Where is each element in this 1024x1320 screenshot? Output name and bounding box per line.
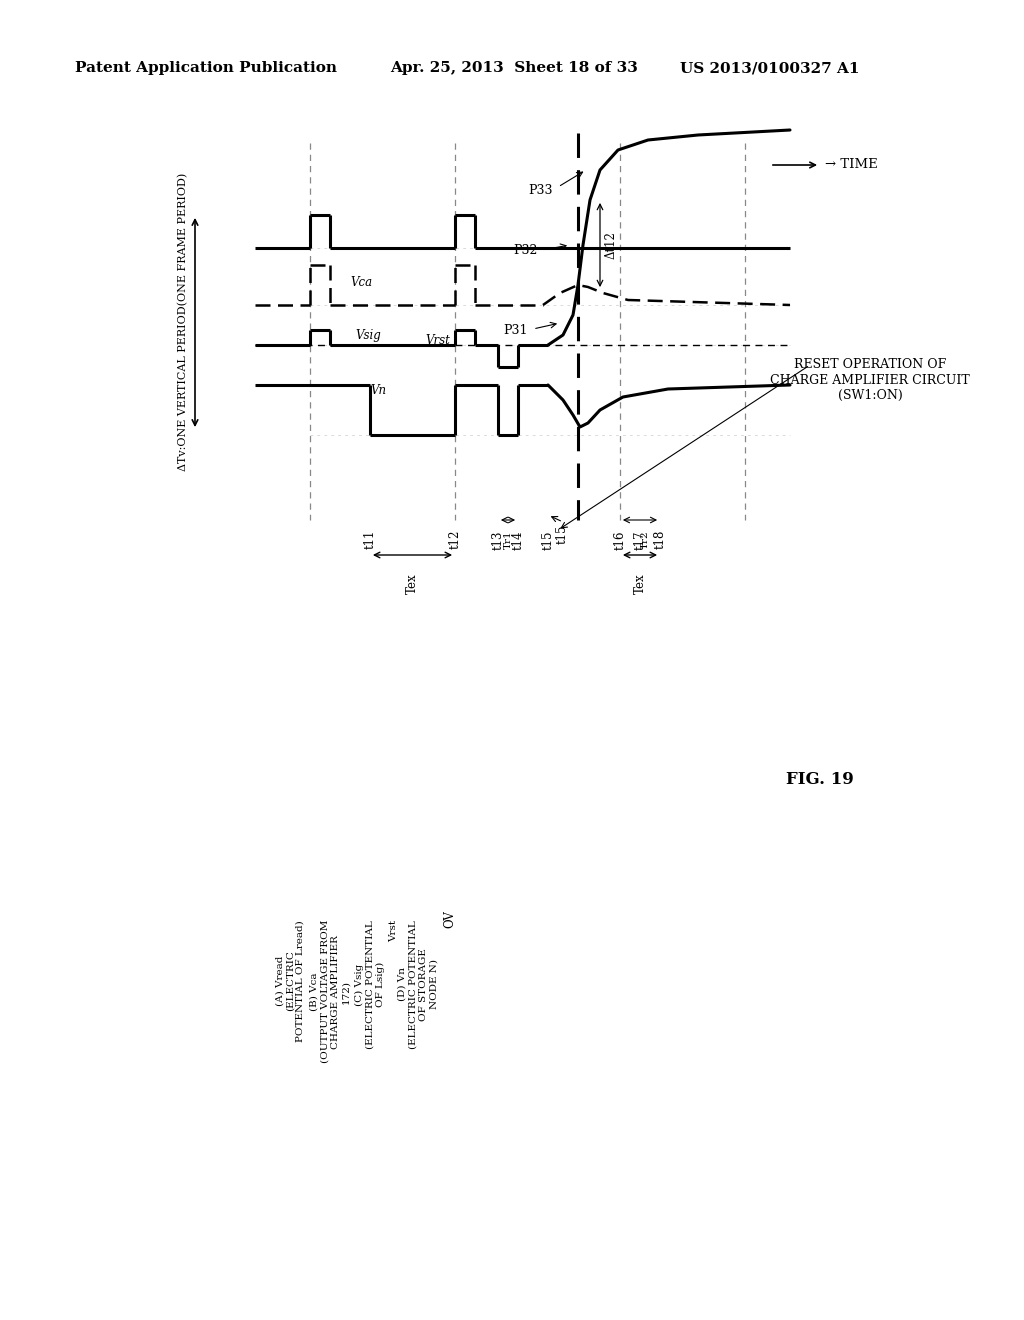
Text: Patent Application Publication: Patent Application Publication [75,61,337,75]
Text: Tr2: Tr2 [640,531,649,549]
Text: P33: P33 [528,183,553,197]
Text: t15: t15 [542,531,555,549]
Text: t11: t11 [364,531,377,549]
Text: (A) Vread
(ELECTRIC
POTENTIAL OF Lread): (A) Vread (ELECTRIC POTENTIAL OF Lread) [275,920,305,1041]
Text: Δt12: Δt12 [605,231,618,259]
Text: t18: t18 [653,531,667,549]
Text: Apr. 25, 2013  Sheet 18 of 33: Apr. 25, 2013 Sheet 18 of 33 [390,61,638,75]
Text: Tex: Tex [406,573,419,594]
Text: t13: t13 [492,531,505,549]
Text: Vrst: Vrst [389,920,398,942]
Text: t12: t12 [449,531,462,549]
Text: t15: t15 [556,525,569,544]
Text: P32: P32 [514,243,538,256]
Text: Tex: Tex [634,573,646,594]
Text: Vn: Vn [370,384,386,396]
Text: → TIME: → TIME [825,158,878,172]
Text: US 2013/0100327 A1: US 2013/0100327 A1 [680,61,859,75]
Text: OV: OV [443,909,457,928]
Text: Vrst: Vrst [425,334,450,346]
Text: Vca: Vca [350,276,372,289]
Text: Vsig: Vsig [355,329,381,342]
Text: t14: t14 [512,531,524,549]
Text: ΔTv:ONE VERTICAL PERIOD(ONE FRAME PERIOD): ΔTv:ONE VERTICAL PERIOD(ONE FRAME PERIOD… [178,173,188,471]
Text: P31: P31 [504,323,528,337]
Text: t17: t17 [634,531,646,549]
Text: (C) Vsig
(ELECTRIC POTENTIAL
OF Lsig): (C) Vsig (ELECTRIC POTENTIAL OF Lsig) [355,920,385,1049]
Text: FIG. 19: FIG. 19 [786,771,854,788]
Text: (D) Vn
(ELECTRIC POTENTIAL
OF STORAGE
NODE N): (D) Vn (ELECTRIC POTENTIAL OF STORAGE NO… [398,920,438,1049]
Text: RESET OPERATION OF
CHARGE AMPLIFIER CIRCUIT
(SW1:ON): RESET OPERATION OF CHARGE AMPLIFIER CIRC… [770,359,970,401]
Text: (B) Vca
(OUTPUT VOLTAGE FROM
CHARGE AMPLIFIER
172): (B) Vca (OUTPUT VOLTAGE FROM CHARGE AMPL… [310,920,350,1064]
Text: t16: t16 [613,531,627,549]
Text: Tr1: Tr1 [504,531,512,549]
